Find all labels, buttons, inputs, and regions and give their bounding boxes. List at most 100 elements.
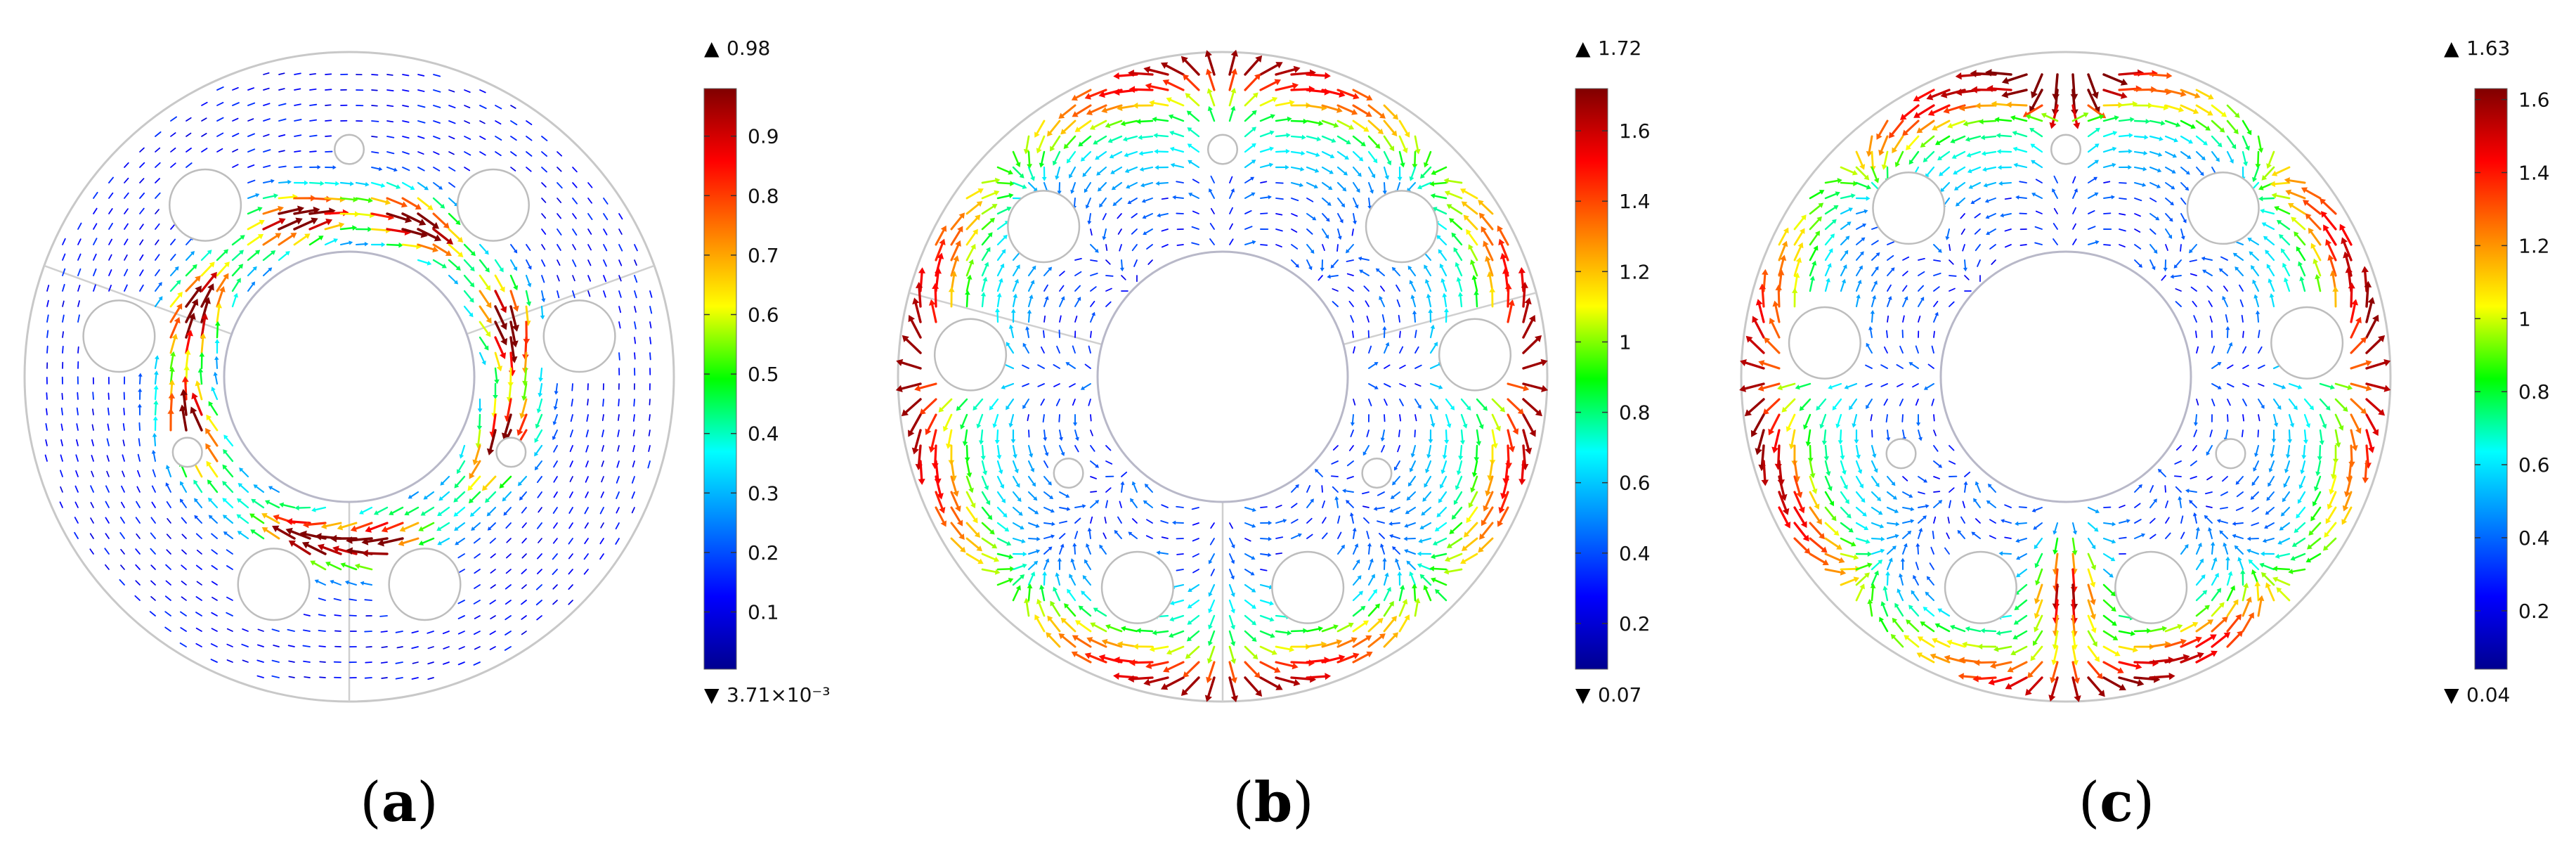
vector-arrow xyxy=(181,549,187,555)
vector-arrow xyxy=(1228,105,1236,122)
vector-arrow xyxy=(1346,259,1354,262)
vector-arrow xyxy=(1970,70,1997,77)
vector-arrow xyxy=(553,491,558,498)
vector-arrow xyxy=(1404,522,1416,528)
vector-arrow xyxy=(124,238,129,245)
vector-arrow xyxy=(1105,624,1123,633)
vector-arrow xyxy=(207,479,219,493)
vector-arrow xyxy=(1383,615,1397,633)
vector-arrow xyxy=(325,89,332,91)
vector-arrow xyxy=(980,292,987,308)
vector-arrow xyxy=(600,522,604,529)
vector-arrow xyxy=(486,429,497,456)
vector-arrow xyxy=(151,485,156,493)
vector-arrow xyxy=(301,541,327,555)
disk-b-bolt-hole xyxy=(1438,318,1512,392)
vector-arrow xyxy=(1072,399,1076,406)
vector-arrow xyxy=(418,522,435,531)
vector-arrow xyxy=(279,502,296,509)
vector-arrow xyxy=(1507,413,1519,435)
vector-arrow xyxy=(965,228,978,246)
vector-arrow xyxy=(1478,212,1494,231)
vector-arrow xyxy=(138,373,143,385)
vector-arrow xyxy=(616,507,620,514)
vector-arrow xyxy=(616,491,620,500)
vector-arrow xyxy=(1444,553,1463,562)
vector-arrow xyxy=(1383,572,1389,586)
vector-arrow xyxy=(223,531,233,539)
vector-arrow xyxy=(294,119,302,122)
vector-arrow xyxy=(1353,213,1357,225)
vector-arrow xyxy=(1383,120,1398,137)
vector-arrow xyxy=(1428,429,1433,444)
vector-arrow xyxy=(318,598,326,601)
vector-arrow xyxy=(1084,652,1107,664)
disk-c-bolt-hole xyxy=(1788,306,1861,380)
vector-arrow xyxy=(1102,228,1107,240)
vector-arrow xyxy=(601,430,604,438)
vector-arrow xyxy=(1188,193,1199,199)
vector-arrow xyxy=(1022,364,1029,369)
vector-arrow xyxy=(200,261,215,277)
vector-arrow xyxy=(169,303,183,323)
vector-arrow xyxy=(309,150,317,153)
vector-arrow xyxy=(226,596,233,601)
vector-arrow xyxy=(1043,460,1049,468)
vector-arrow xyxy=(223,448,234,463)
vector-arrow xyxy=(1244,55,1263,76)
vector-arrow xyxy=(185,251,195,261)
vector-arrow xyxy=(1124,150,1138,157)
vector-arrow xyxy=(108,176,114,183)
vector-arrow xyxy=(325,561,342,571)
vector-arrow xyxy=(1453,491,1463,505)
vector-arrow xyxy=(150,532,156,539)
vector-arrow xyxy=(1039,150,1046,168)
vector-arrow xyxy=(1362,445,1370,456)
vector-arrow xyxy=(479,259,490,273)
vector-arrow xyxy=(1429,382,1443,389)
vector-arrow xyxy=(1933,491,1941,493)
vector-arrow xyxy=(911,429,922,455)
vector-arrow xyxy=(371,105,378,107)
vector-arrow xyxy=(572,275,575,282)
vector-arrow xyxy=(170,132,176,137)
vector-arrow xyxy=(534,460,542,471)
vector-arrow xyxy=(1059,520,1068,524)
vector-arrow xyxy=(294,88,301,91)
vector-arrow xyxy=(1291,533,1302,539)
vector-arrow xyxy=(1072,414,1078,427)
vector-arrow xyxy=(996,166,1013,175)
vector-arrow xyxy=(1396,299,1400,307)
vector-arrow xyxy=(572,182,578,188)
vector-arrow xyxy=(76,423,79,431)
vector-arrow xyxy=(196,549,202,555)
vector-arrow xyxy=(185,298,199,323)
vector-arrow xyxy=(288,540,311,555)
vector-arrow xyxy=(77,346,79,354)
disk-a-bolt-hole xyxy=(169,168,242,242)
vector-arrow xyxy=(1436,506,1448,517)
vector-arrow xyxy=(1351,228,1354,236)
vector-arrow xyxy=(1012,166,1024,179)
vector-arrow xyxy=(273,645,280,647)
vector-arrow xyxy=(1291,228,1298,233)
vector-arrow xyxy=(479,89,486,93)
disk-b-bolt-hole xyxy=(1365,190,1438,264)
vector-arrow xyxy=(77,392,79,400)
vector-arrow xyxy=(1336,120,1355,130)
vector-arrow xyxy=(1010,429,1016,444)
vector-arrow xyxy=(1127,675,1154,683)
vector-arrow xyxy=(587,290,591,297)
vector-arrow xyxy=(557,259,561,266)
vector-arrow xyxy=(935,225,947,246)
vector-arrow xyxy=(479,321,491,337)
vector-arrow xyxy=(1244,240,1256,245)
vector-arrow xyxy=(938,398,953,413)
vector-arrow xyxy=(1043,534,1055,539)
vector-arrow xyxy=(1143,228,1153,235)
vector-arrow xyxy=(1191,226,1199,230)
vector-arrow xyxy=(263,103,271,106)
vector-arrow xyxy=(1161,198,1169,200)
vector-arrow xyxy=(1306,150,1320,157)
vector-arrow xyxy=(139,284,144,292)
